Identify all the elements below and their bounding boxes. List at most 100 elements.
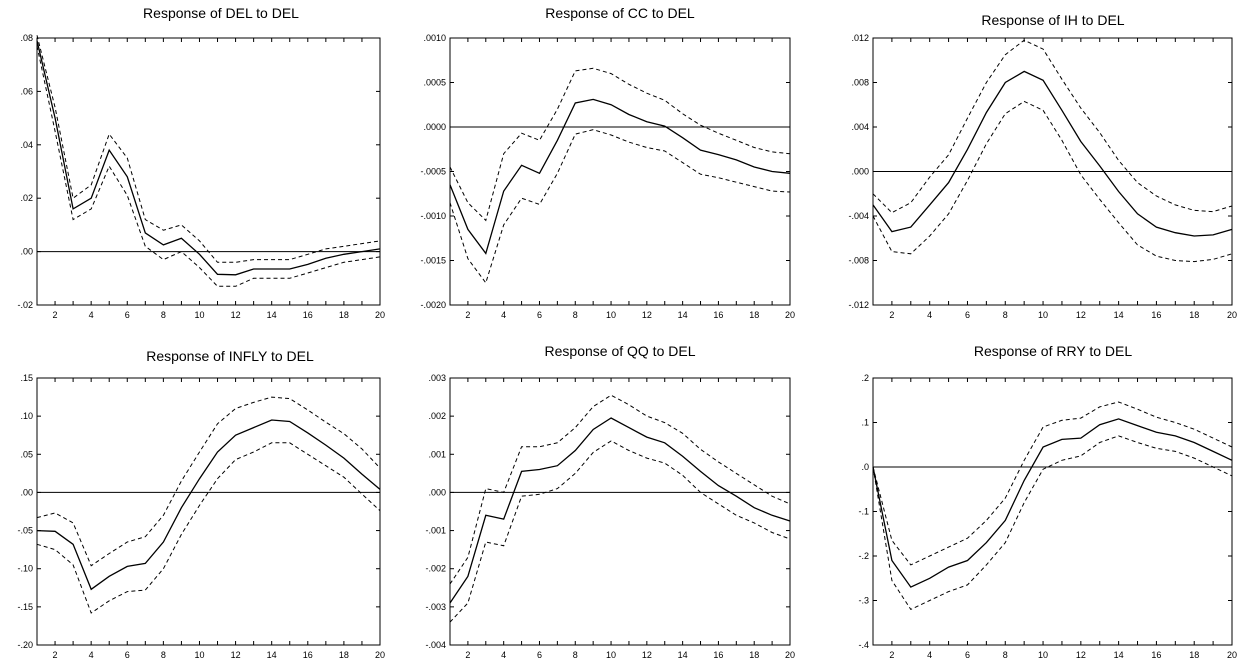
x-tick-label: 20 [1227, 650, 1237, 660]
response-line [36, 419, 381, 591]
x-tick-label: 2 [53, 310, 58, 320]
x-tick-label: 2 [465, 650, 470, 660]
y-tick-label: .012 [851, 33, 869, 43]
y-tick-label: .04 [20, 140, 33, 150]
y-tick-label: -.02 [17, 300, 33, 310]
y-tick-label: -.0015 [420, 256, 446, 266]
x-tick-label: 2 [889, 310, 894, 320]
y-tick-label: .000 [428, 487, 446, 497]
x-tick-label: 4 [927, 310, 932, 320]
x-tick-label: 12 [642, 310, 652, 320]
response-line [872, 70, 1233, 237]
lower-band-line [872, 435, 1233, 611]
y-tick-label: .15 [20, 373, 33, 383]
response-line [872, 418, 1233, 588]
x-tick-label: 4 [501, 310, 506, 320]
y-tick-label: .0000 [423, 122, 446, 132]
x-tick-label: 8 [1003, 310, 1008, 320]
x-tick-label: 10 [606, 650, 616, 660]
y-tick-label: .002 [428, 411, 446, 421]
lower-band-line [36, 442, 381, 614]
x-tick-label: 12 [1076, 310, 1086, 320]
x-tick-label: 20 [785, 310, 795, 320]
upper-band-line [36, 35, 381, 263]
x-tick-label: 16 [303, 650, 313, 660]
y-tick-label: -.20 [17, 640, 33, 650]
y-tick-label: .000 [851, 167, 869, 177]
x-tick-label: 6 [537, 310, 542, 320]
y-tick-label: .10 [20, 411, 33, 421]
y-tick-label: .08 [20, 33, 33, 43]
y-tick-label: .008 [851, 78, 869, 88]
y-tick-label: -.10 [17, 564, 33, 574]
y-tick-label: .2 [861, 373, 869, 383]
y-tick-label: .1 [861, 418, 869, 428]
y-tick-label: .02 [20, 193, 33, 203]
x-tick-label: 14 [267, 650, 277, 660]
x-tick-label: 8 [573, 310, 578, 320]
x-tick-label: 12 [231, 650, 241, 660]
y-tick-label: -.05 [17, 526, 33, 536]
x-tick-label: 8 [1003, 650, 1008, 660]
y-tick-label: -.15 [17, 602, 33, 612]
y-tick-label: .00 [20, 487, 33, 497]
panel-title: Response of INFLY to DEL [146, 348, 314, 364]
plot-frame [36, 37, 381, 306]
irf-panel-4: Response of INFLY to DEL .15 .10 .05 .00 -.05… [17, 348, 385, 660]
y-tick-label: .0010 [423, 33, 446, 43]
x-tick-label: 6 [965, 650, 970, 660]
x-tick-label: 2 [465, 310, 470, 320]
y-tick-label: -.001 [425, 526, 446, 536]
y-tick-label: -.1 [858, 507, 869, 517]
lower-band-line [872, 100, 1233, 263]
lower-band-line [449, 129, 791, 284]
x-tick-label: 18 [1189, 310, 1199, 320]
y-tick-label: -.0005 [420, 167, 446, 177]
x-tick-label: 14 [267, 310, 277, 320]
x-tick-label: 18 [1189, 650, 1199, 660]
y-tick-label: -.0010 [420, 211, 446, 221]
x-tick-label: 4 [89, 310, 94, 320]
response-line [449, 98, 791, 255]
x-tick-label: 20 [785, 650, 795, 660]
x-tick-label: 16 [713, 650, 723, 660]
panel-title: Response of RRY to DEL [974, 343, 1132, 359]
y-tick-label: -.0020 [420, 300, 446, 310]
response-line [36, 40, 381, 276]
x-tick-label: 8 [161, 650, 166, 660]
y-tick-label: -.004 [425, 640, 446, 650]
lower-band-line [449, 440, 791, 623]
y-tick-label: -.002 [425, 564, 446, 574]
x-tick-label: 10 [1038, 310, 1048, 320]
x-tick-label: 4 [927, 650, 932, 660]
y-tick-label: .05 [20, 449, 33, 459]
upper-band-line [449, 67, 791, 222]
y-tick-label: -.003 [425, 602, 446, 612]
y-tick-label: .004 [851, 122, 869, 132]
y-tick-label: .001 [428, 449, 446, 459]
irf-panel-1: Response of DEL to DEL .08 .06 .04 .02 .00 -.0… [17, 5, 385, 320]
x-tick-label: 14 [678, 650, 688, 660]
plot-frame [449, 377, 791, 646]
panel-title: Response of IH to DEL [981, 12, 1124, 28]
y-tick-label: .003 [428, 373, 446, 383]
x-tick-label: 18 [339, 310, 349, 320]
x-tick-label: 10 [1038, 650, 1048, 660]
irf-panel-2: Response of CC to DEL .0010 .0005 .0000 -.00… [420, 5, 795, 320]
x-tick-label: 6 [125, 650, 130, 660]
x-tick-label: 6 [537, 650, 542, 660]
upper-band-line [449, 394, 791, 585]
irf-panel-5: Response of QQ to DEL .003 .002 .001 .000 -.0… [425, 343, 795, 660]
lower-band-line [36, 45, 381, 287]
x-tick-label: 16 [1151, 310, 1161, 320]
upper-band-line [872, 401, 1233, 566]
panel-title: Response of QQ to DEL [545, 343, 696, 359]
y-tick-label: .0 [861, 462, 869, 472]
x-tick-label: 16 [1151, 650, 1161, 660]
x-tick-label: 18 [749, 650, 759, 660]
panel-title: Response of DEL to DEL [143, 5, 299, 21]
x-tick-label: 10 [194, 310, 204, 320]
x-tick-label: 20 [375, 650, 385, 660]
plot-frame [872, 377, 1233, 646]
